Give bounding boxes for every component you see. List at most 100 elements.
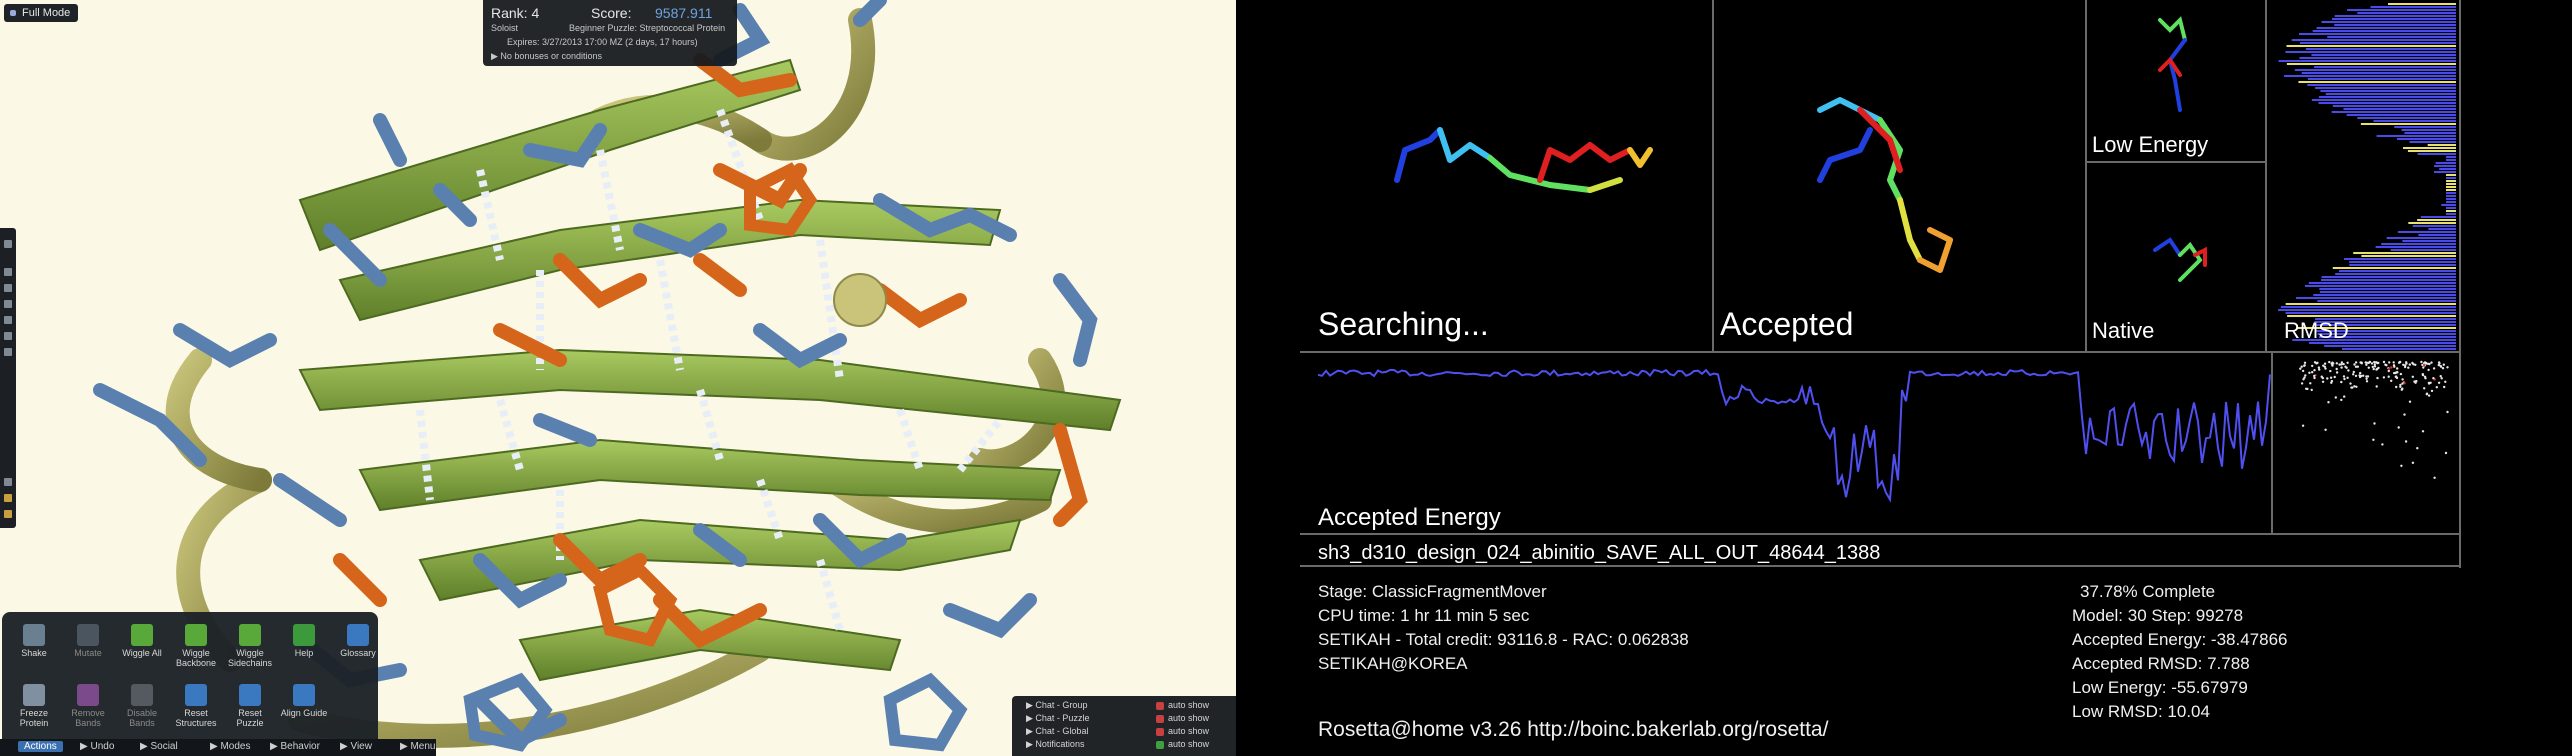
chat-row[interactable]: ▶ Notifications auto show <box>1018 739 1232 752</box>
scatter-point <box>2388 361 2391 364</box>
scatter-point <box>2398 360 2402 364</box>
action-align-guide-button[interactable]: Align Guide <box>278 684 330 718</box>
action-freeze-protein-button[interactable]: Freeze Protein <box>8 684 60 728</box>
action-reset-puzzle-button[interactable]: Reset Puzzle <box>224 684 276 728</box>
bottom-tab-1[interactable]: ▶ Undo <box>80 741 115 752</box>
bottom-tab-0[interactable]: Actions <box>18 741 63 752</box>
bottom-tab-2[interactable]: ▶ Social <box>140 741 178 752</box>
scatter-point <box>2313 376 2316 380</box>
chat-row[interactable]: ▶ Chat - Puzzle auto show <box>1018 713 1232 726</box>
bonus-toggle[interactable]: ▶ No bonuses or conditions <box>491 51 602 61</box>
scatter-point <box>2366 375 2370 378</box>
scatter-point <box>2405 362 2408 365</box>
scatter-point <box>2395 376 2399 380</box>
score-label: Score: <box>591 5 632 21</box>
scatter-point <box>2328 360 2331 364</box>
scatter-point <box>2303 361 2307 364</box>
scatter-point <box>2346 361 2349 364</box>
toolbar-item-icon[interactable] <box>4 268 12 276</box>
action-help-button[interactable]: Help <box>278 624 330 658</box>
scatter-point <box>2313 369 2316 372</box>
protein-3d-view[interactable] <box>0 0 1236 756</box>
chat-row[interactable]: ▶ Chat - Global auto show <box>1018 726 1232 739</box>
toolbar-item-icon[interactable] <box>4 300 12 308</box>
scatter-point <box>2396 367 2399 370</box>
action-mutate-label: Mutate <box>74 648 102 658</box>
auto-show-checkbox[interactable] <box>1156 728 1164 736</box>
toolbar-item-icon[interactable] <box>4 510 12 518</box>
bottom-tab-5[interactable]: ▶ View <box>340 741 372 752</box>
scatter-point <box>2375 368 2378 371</box>
auto-show-checkbox[interactable] <box>1156 715 1164 723</box>
action-wiggle-all-button[interactable]: Wiggle All <box>116 624 168 658</box>
accepted-label: Accepted <box>1720 306 1854 342</box>
scatter-point <box>2420 360 2423 364</box>
scatter-point <box>2303 364 2306 367</box>
scatter-point <box>2340 361 2344 364</box>
toolbar-item-icon[interactable] <box>4 316 12 324</box>
action-wiggle-backbone-button[interactable]: Wiggle Backbone <box>170 624 222 668</box>
scatter-point <box>2377 366 2380 370</box>
action-freeze-protein-label: Freeze Protein <box>19 708 49 728</box>
toolbar-item-icon[interactable] <box>4 332 12 340</box>
scatter-point <box>2347 369 2350 372</box>
auto-show-checkbox[interactable] <box>1156 702 1164 710</box>
cpu-time-text: CPU time: 1 hr 11 min 5 sec <box>1318 606 1530 625</box>
full-mode-button[interactable]: Full Mode <box>4 4 79 22</box>
toolbar-item-icon[interactable] <box>4 348 12 356</box>
action-wiggle-sidechains-button[interactable]: Wiggle Sidechains <box>224 624 276 668</box>
rmsd-label: RMSD <box>2284 318 2349 343</box>
action-mutate-button[interactable]: Mutate <box>62 624 114 658</box>
side-toolbar[interactable] <box>0 228 16 528</box>
chat-row-name: ▶ Chat - Puzzle <box>1026 713 1090 723</box>
scatter-point <box>2353 385 2356 388</box>
action-shake-label: Shake <box>21 648 47 658</box>
action-wiggle-all-label: Wiggle All <box>122 648 162 658</box>
scatter-point <box>2444 380 2447 383</box>
scatter-point <box>2427 382 2431 385</box>
action-help-label: Help <box>294 648 314 658</box>
action-reset-structures-button[interactable]: Reset Structures <box>170 684 222 728</box>
scatter-point <box>2375 385 2378 388</box>
action-align-guide-label: Align Guide <box>280 708 328 718</box>
scatter-point <box>2342 375 2346 378</box>
scatter-point <box>2399 372 2403 376</box>
toolbar-item-icon[interactable] <box>4 478 12 486</box>
low-energy-value: Low Energy: -55.67979 <box>2072 678 2248 697</box>
action-glossary-button[interactable]: Glossary <box>332 624 384 658</box>
toolbar-item-icon[interactable] <box>4 284 12 292</box>
scatter-point <box>2340 380 2343 384</box>
action-remove-bands-label: Remove Bands <box>71 708 105 728</box>
scatter-point <box>2320 375 2323 378</box>
scatter-point <box>2437 381 2441 384</box>
action-shake-button[interactable]: Shake <box>8 624 60 658</box>
low-energy-structure <box>2158 16 2187 112</box>
chat-row[interactable]: ▶ Chat - Group auto show <box>1018 700 1232 713</box>
scatter-point <box>2331 364 2334 367</box>
bottom-tab-6[interactable]: ▶ Menu <box>400 741 436 752</box>
action-remove-bands-button[interactable]: Remove Bands <box>62 684 114 728</box>
action-disable-bands-icon <box>131 684 153 706</box>
bottom-tab-4[interactable]: ▶ Behavior <box>270 741 320 752</box>
toolbar-item-icon[interactable] <box>4 494 12 502</box>
scatter-point <box>2412 363 2415 366</box>
scatter-point <box>2373 365 2377 368</box>
scatter-point <box>2330 381 2333 384</box>
scatter-point <box>2392 364 2396 367</box>
action-disable-bands-button[interactable]: Disable Bands <box>116 684 168 728</box>
scatter-point <box>2303 376 2306 379</box>
low-rmsd-value: Low RMSD: 10.04 <box>2072 702 2210 721</box>
action-glossary-label: Glossary <box>340 648 376 658</box>
full-mode-icon <box>10 10 16 16</box>
toolbar-arrow-icon[interactable] <box>4 240 12 248</box>
searching-label: Searching... <box>1318 306 1489 342</box>
scatter-point <box>2422 366 2425 369</box>
rank-label: Rank: 4 <box>491 5 540 21</box>
low-energy-label: Low Energy <box>2092 132 2209 157</box>
bottom-tab-3[interactable]: ▶ Modes <box>210 741 251 752</box>
auto-show-checkbox[interactable] <box>1156 741 1164 749</box>
scatter-point <box>2334 396 2337 399</box>
scatter-point <box>2444 451 2448 455</box>
scatter-point <box>2408 400 2412 403</box>
scatter-point <box>2354 374 2358 378</box>
